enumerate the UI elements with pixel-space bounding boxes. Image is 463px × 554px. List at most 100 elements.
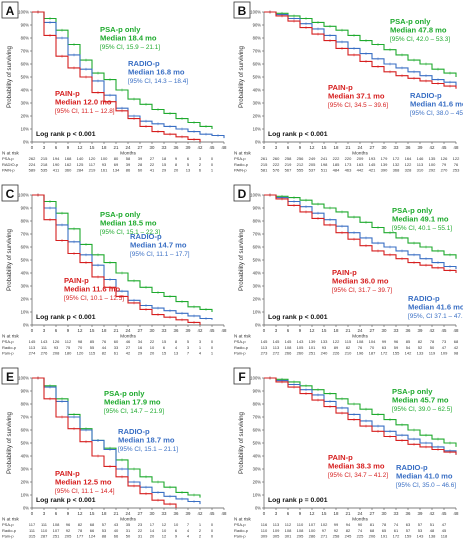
risk-table-cell: 0 [211,345,214,350]
y-axis-label: Probability of surviving [6,45,13,107]
x-tick-label: 48 [454,511,459,516]
y-tick-label: 90% [21,206,30,211]
y-tick-label: 50% [21,441,30,446]
risk-table-cell: 134 [113,168,120,173]
y-tick-label: 90% [253,389,262,394]
x-tick-label: 6 [55,145,58,150]
x-tick-label: 3 [275,145,278,150]
risk-table-cell: 10 [150,345,155,350]
risk-table-cell: 113 [261,345,268,350]
risk-table-cell: 196 [357,351,364,356]
y-tick-label: 0% [255,140,261,145]
x-tick-label: 45 [442,511,447,516]
x-tick-label: 21 [346,145,351,150]
risk-table-cell: 47 [442,345,447,350]
risk-table-cell: 23 [138,522,143,527]
risk-table-cell: 253 [453,168,460,173]
risk-table-cell: 187 [369,351,376,356]
series-ci-label: [95% CI, 42.0 – 53.3] [390,36,450,43]
risk-table-cell: 120 [77,351,84,356]
y-tick-label: 60% [253,245,262,250]
km-panel-d: D 0% 10% 20% 30% 40% 50% 60% 70% 80% 90% 100% 0 3 6 9 12… [232,183,463,366]
risk-table-row-label: PAIN-p [2,168,15,173]
risk-table-cell: 1 [199,522,202,527]
series-ci-label: [95% CI, 35.0 – 46.6] [396,482,456,489]
panel-letter: D [238,187,247,201]
x-axis-label: Months [352,517,368,523]
y-tick-label: 40% [21,454,30,459]
risk-table-header: N at risk [234,151,252,156]
logrank-label: Log rank p < 0.001 [36,497,96,504]
series-median-label: Median 37.1 mo [328,92,385,101]
y-tick-label: 40% [253,454,262,459]
y-tick-label: 100% [18,376,29,381]
risk-table-cell: 567 [285,168,292,173]
risk-table-cell: 220 [345,156,352,161]
risk-table-cell: 368 [393,168,400,173]
risk-table-cell: 107 [309,522,316,527]
series-name-label: PSA-p only [392,387,433,396]
y-tick-label: 60% [253,428,262,433]
series-median-label: Median 41.0 mo [396,472,453,481]
risk-table-row-label: Radio-p [2,528,17,533]
series-name-label: RADIO-p [118,427,150,436]
risk-table-cell: 99 [334,522,339,527]
risk-table-cell: 6 [163,345,166,350]
risk-table-cell: 292 [429,168,436,173]
risk-table-cell: 42 [126,351,131,356]
x-tick-label: 33 [394,145,399,150]
risk-table-cell: 4 [187,528,190,533]
series-median-label: Median 12.0 mo [55,98,112,107]
y-tick-label: 10% [21,493,30,498]
x-tick-label: 36 [406,511,411,516]
series-name-label: RADIO-p [130,232,162,241]
risk-table-header: N at risk [234,334,252,339]
y-tick-label: 50% [21,258,30,263]
logrank-label: Log rank p < 0.001 [36,314,96,321]
x-tick-label: 0 [263,328,266,333]
risk-table-cell: 104 [369,339,376,344]
x-tick-label: 12 [78,511,83,516]
risk-table-cell: 105 [297,345,304,350]
risk-table-cell: 411 [53,168,60,173]
x-tick-label: 24 [126,328,131,333]
x-tick-label: 3 [275,511,278,516]
risk-table-cell: 20 [150,534,155,539]
series-ci-label: [95% CI, 14.3 – 18.4] [128,78,188,85]
risk-table-cell: 126 [53,339,60,344]
risk-table-cell: 17 [150,522,155,527]
risk-table-cell: 276 [41,351,48,356]
risk-table-cell: 112 [65,339,72,344]
risk-table-cell: 108 [285,345,292,350]
y-tick-label: 30% [21,101,30,106]
x-tick-label: 0 [263,145,266,150]
risk-table-cell: 133 [417,351,424,356]
series-ci-label: [95% CI, 34.5 – 39.6] [328,102,388,109]
risk-table-cell: 113 [417,162,424,167]
x-tick-label: 42 [198,511,203,516]
series-name-label: PAIN-p [64,276,89,285]
risk-table-cell: 179 [381,156,388,161]
x-tick-label: 3 [43,145,46,150]
risk-table-cell: 3 [199,339,202,344]
series-median-label: Median 18.4 mo [100,34,157,43]
x-tick-label: 27 [138,511,143,516]
series-ci-label: [95% CI, 40.1 – 55.1] [392,225,452,232]
x-tick-label: 45 [210,328,215,333]
risk-table-cell: 251 [309,351,316,356]
y-tick-label: 40% [253,271,262,276]
risk-table-cell: 15 [162,339,167,344]
x-tick-label: 18 [102,511,107,516]
risk-table-cell: 205 [65,534,72,539]
risk-table-cell: 581 [261,168,268,173]
risk-table-cell: 43 [114,522,119,527]
risk-table-cell: 122 [405,162,412,167]
km-plot-svg: A0%10%20%30%40%50%60%70%80%90%100%0 3 6 9 12… [1,1,227,173]
risk-table-cell: 0 [211,339,214,344]
x-tick-label: 15 [90,511,95,516]
risk-table-header: N at risk [2,151,20,156]
risk-table-cell: 66 [114,534,119,539]
risk-table-cell: 5 [187,339,190,344]
x-tick-label: 15 [90,145,95,150]
